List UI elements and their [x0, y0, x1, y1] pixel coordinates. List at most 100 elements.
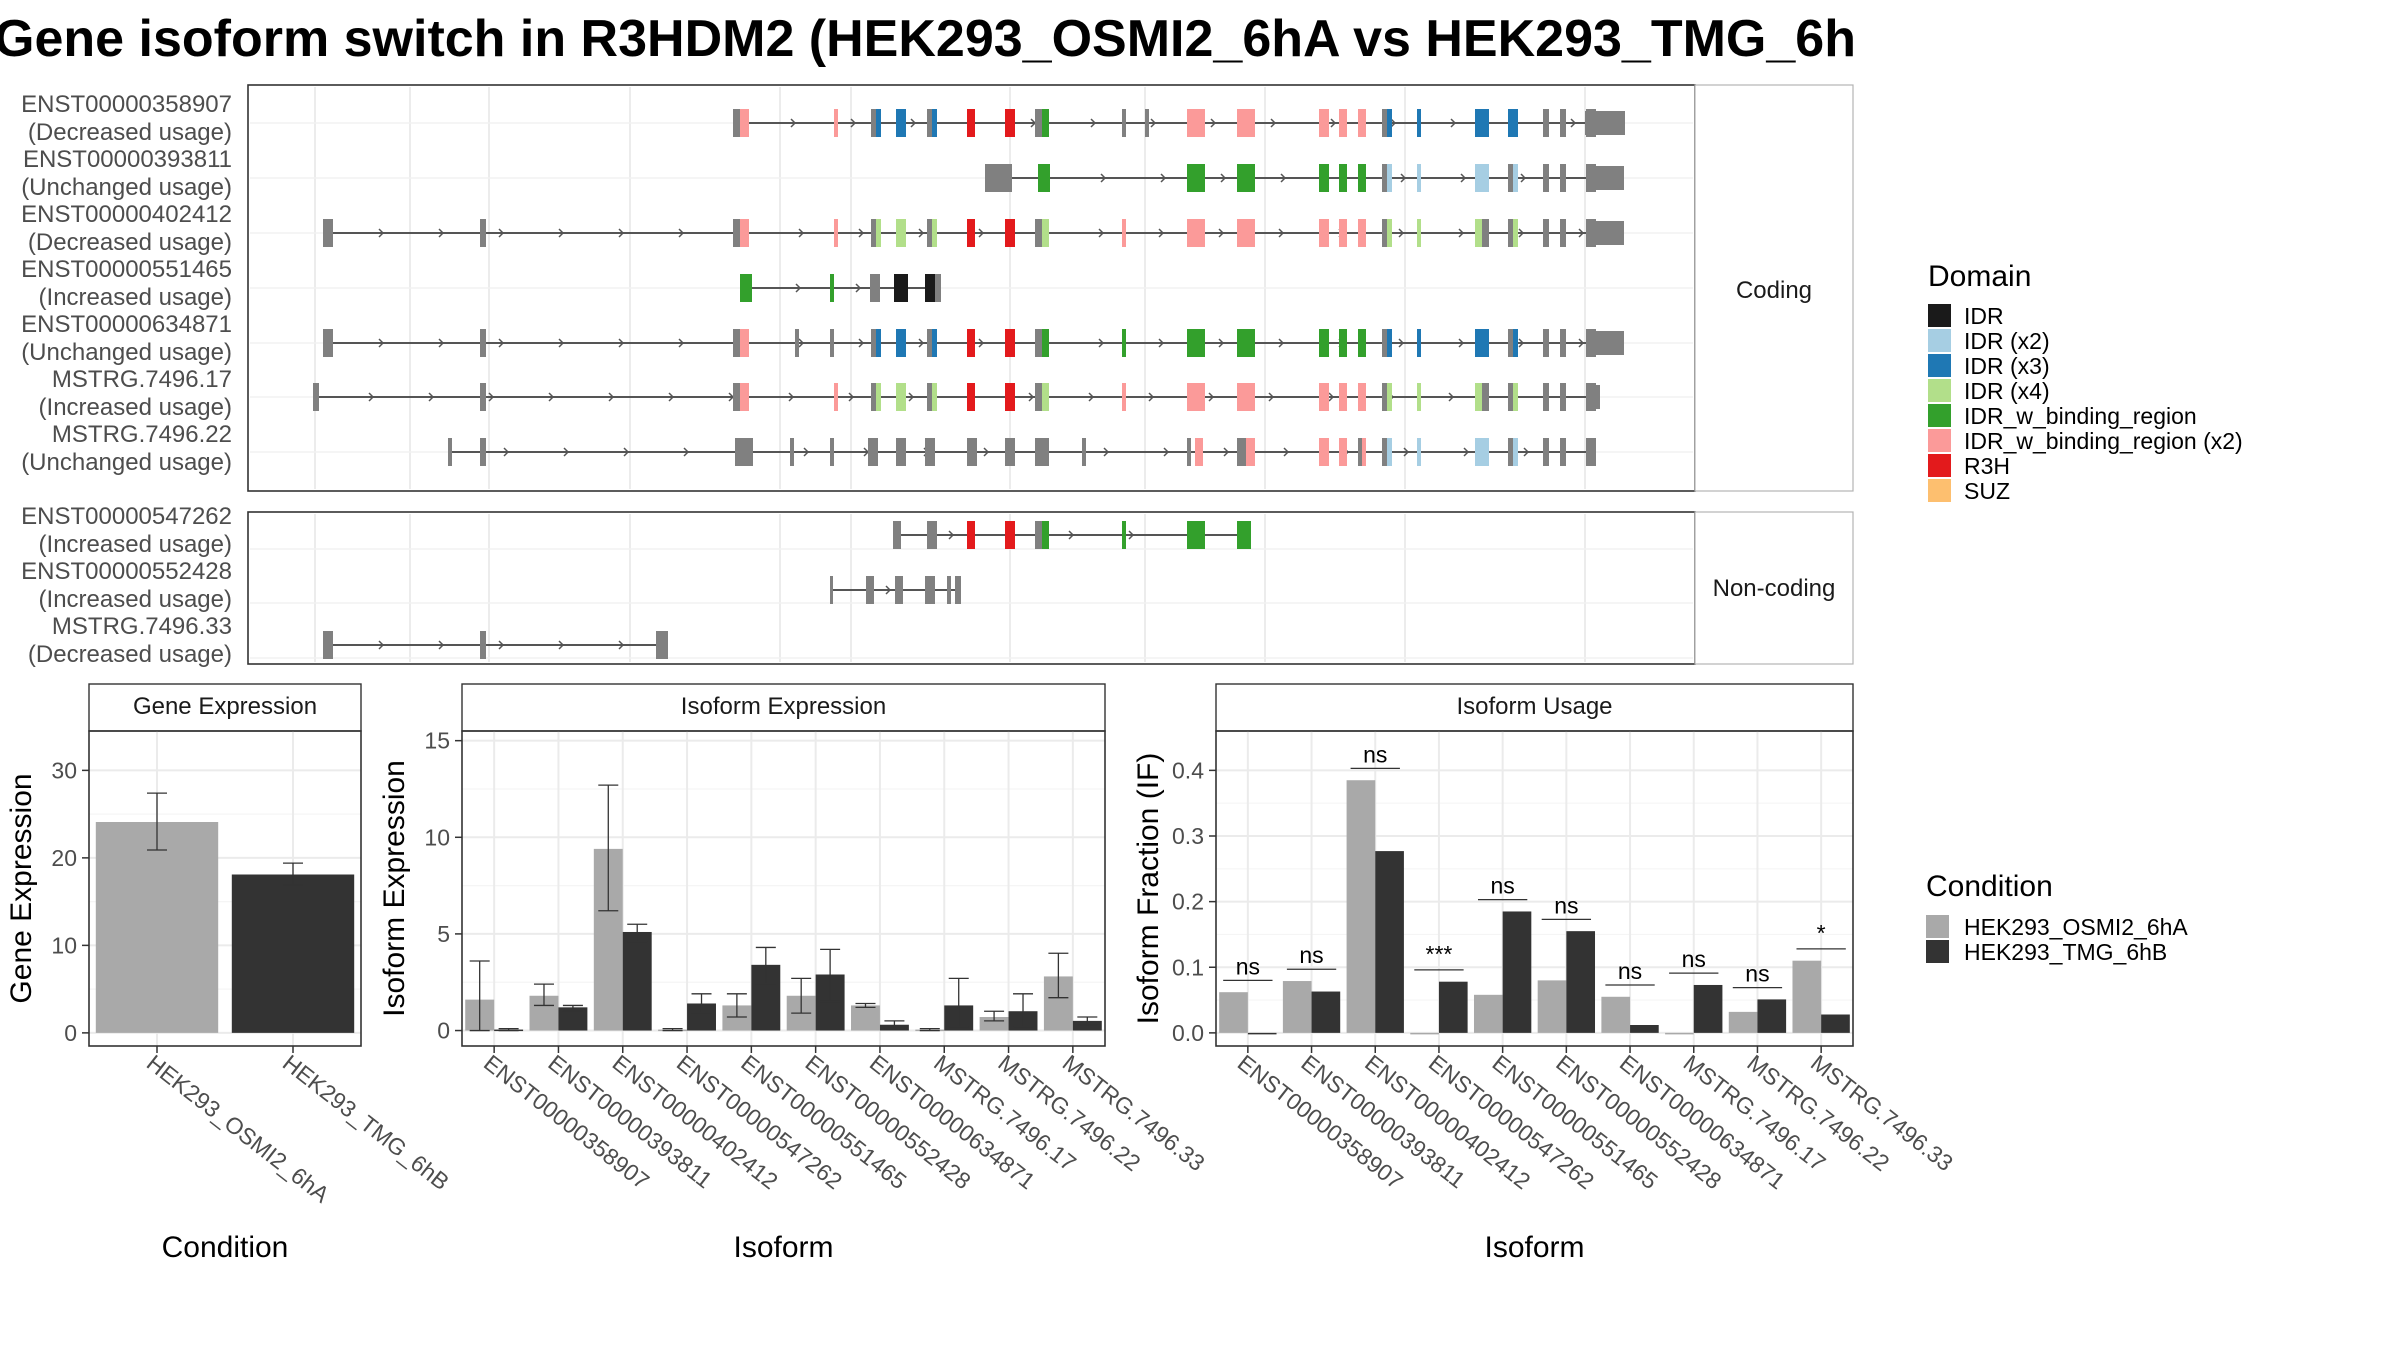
- exon: [735, 438, 753, 466]
- exon-domain: [1042, 329, 1049, 357]
- bar-panel-3: Isoform Usage0.00.10.20.30.4nsENST000003…: [1132, 683, 1958, 1264]
- direction-arrow: [1280, 173, 1287, 183]
- direction-arrow: [368, 392, 375, 402]
- exon: [1382, 109, 1387, 137]
- exon: [1417, 219, 1421, 247]
- exon: [1339, 219, 1347, 247]
- y-tick-label: 15: [424, 728, 450, 754]
- exon: [1358, 329, 1366, 357]
- bar: [95, 822, 219, 1033]
- legend-swatch: [1928, 304, 1951, 327]
- bar: [1601, 996, 1631, 1033]
- exon: [1382, 219, 1387, 247]
- exon: [740, 383, 749, 411]
- exon-domain: [1042, 109, 1049, 137]
- direction-arrow: [1103, 447, 1110, 457]
- exon: [868, 438, 878, 466]
- exon: [740, 219, 749, 247]
- significance-label: ns: [1618, 958, 1642, 984]
- direction-arrow: [1223, 447, 1230, 457]
- y-tick-label: 0.2: [1172, 889, 1204, 915]
- usage-label: (Increased usage): [39, 531, 232, 558]
- direction-arrow: [1460, 173, 1467, 183]
- exon-domain: [1387, 329, 1392, 357]
- y-tick-label: 0.3: [1172, 823, 1204, 849]
- direction-arrow: [1088, 392, 1095, 402]
- direction-arrow: [1150, 118, 1157, 128]
- legend-swatch: [1926, 915, 1949, 938]
- exon: [1543, 383, 1549, 411]
- bar: [1728, 1011, 1758, 1033]
- exon: [1035, 438, 1049, 466]
- exon: [896, 438, 906, 466]
- direction-arrow: [1463, 447, 1470, 457]
- bar: [622, 931, 652, 1031]
- exon: [1508, 219, 1513, 247]
- legend-label: IDR_w_binding_region (x2): [1964, 428, 2243, 454]
- condition-legend-title: Condition: [1926, 870, 2053, 903]
- legend-label: R3H: [1964, 453, 2010, 479]
- direction-arrow: [1400, 173, 1407, 183]
- exon: [1586, 438, 1596, 466]
- exon: [1543, 109, 1549, 137]
- chart-title: Gene isoform switch in R3HDM2 (HEK293_OS…: [0, 10, 1856, 68]
- exon: [1475, 438, 1489, 466]
- usage-label: (Unchanged usage): [21, 339, 232, 366]
- exon: [1339, 164, 1347, 192]
- direction-arrow: [1390, 118, 1397, 128]
- exon: [967, 438, 977, 466]
- exon: [1475, 109, 1489, 137]
- y-axis-title: Isoform Expression: [378, 760, 411, 1017]
- y-axis-title: Gene Expression: [5, 773, 38, 1003]
- direction-arrow: [558, 338, 565, 348]
- direction-arrow: [1448, 392, 1455, 402]
- bar: [1311, 991, 1341, 1033]
- exon: [1339, 329, 1347, 357]
- exon: [1319, 329, 1329, 357]
- exon: [448, 438, 452, 466]
- bar: [1282, 981, 1312, 1033]
- direction-arrow: [378, 338, 385, 348]
- legend-swatch: [1926, 940, 1949, 963]
- direction-arrow: [1458, 228, 1465, 238]
- exon: [1560, 438, 1566, 466]
- bar: [1630, 1025, 1659, 1033]
- bar: [558, 1007, 588, 1031]
- exon-domain: [932, 219, 937, 247]
- exon: [1382, 383, 1387, 411]
- direction-arrow: [910, 118, 917, 128]
- exon: [1187, 383, 1205, 411]
- direction-arrow: [1450, 118, 1457, 128]
- isoform-labels: ENST00000358907(Decreased usage)ENST0000…: [21, 91, 232, 668]
- exon: [1187, 219, 1205, 247]
- exon: [1560, 219, 1566, 247]
- direction-arrow: [1458, 338, 1465, 348]
- exon: [1005, 329, 1015, 357]
- panel-title: Isoform Usage: [1456, 693, 1612, 720]
- exon: [1122, 383, 1126, 411]
- exon: [1339, 438, 1347, 466]
- exon: [866, 576, 874, 604]
- exon: [871, 109, 876, 137]
- bar: [1438, 981, 1468, 1033]
- exon: [1122, 219, 1126, 247]
- exon-domain: [1513, 383, 1518, 411]
- exon-domain: [876, 109, 881, 137]
- panel-strip: [1215, 683, 1854, 732]
- direction-arrow: [618, 640, 625, 650]
- direction-arrow: [1523, 447, 1530, 457]
- x-axis-title: Isoform: [1484, 1231, 1584, 1264]
- exon: [830, 438, 834, 466]
- exon: [1417, 164, 1421, 192]
- exon: [927, 521, 937, 549]
- exon: [985, 164, 1012, 192]
- direction-arrow: [678, 338, 685, 348]
- exon: [896, 219, 906, 247]
- exon: [871, 329, 876, 357]
- exon: [1005, 521, 1015, 549]
- exon: [1187, 164, 1205, 192]
- exon: [925, 438, 935, 466]
- bar: [1473, 994, 1503, 1033]
- direction-arrow: [855, 283, 862, 293]
